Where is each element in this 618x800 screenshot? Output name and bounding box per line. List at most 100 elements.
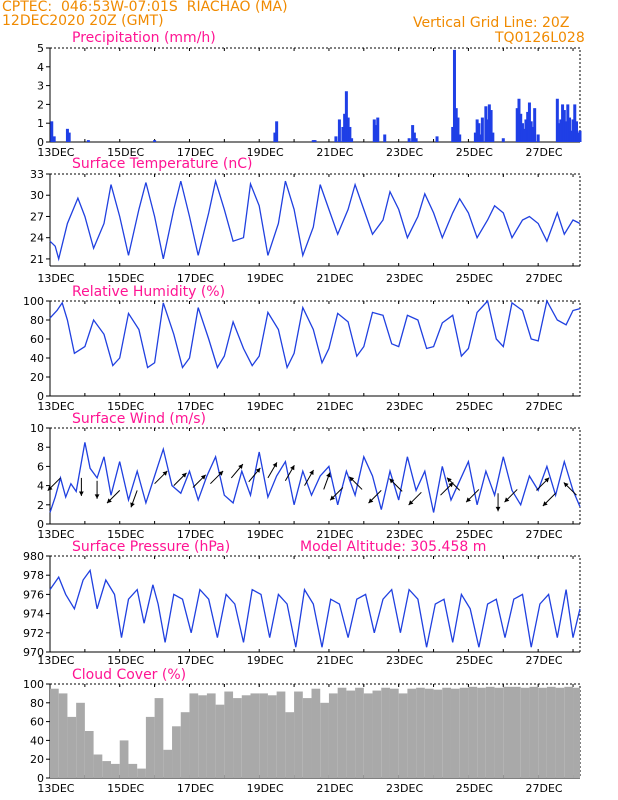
pressure-x-tick-label: 19DEC [247, 654, 284, 667]
precip-bar [524, 119, 528, 142]
wind-y-tick-label: 6 [37, 460, 44, 473]
rh-x-tick-label: 15DEC [107, 400, 144, 413]
precip-bar [313, 140, 317, 142]
precip-bar [343, 113, 347, 142]
wind-vector-head [408, 500, 414, 506]
wind-vector-head [47, 485, 53, 491]
wind-vector-head [326, 472, 331, 478]
precip-bar [348, 126, 352, 142]
cloud-bar [450, 688, 460, 778]
wind-x-tick-label: 15DEC [107, 528, 144, 541]
cloud-bar [311, 688, 321, 778]
precip-bar [491, 132, 495, 142]
precip-bar [454, 108, 458, 142]
precip-bar [484, 106, 488, 142]
wind-vector-head [290, 465, 295, 471]
wind-y-tick-label: 4 [37, 480, 44, 493]
pressure-y-tick-label: 972 [23, 627, 44, 640]
precip-bar [559, 119, 563, 142]
cloud-y-tick-label: 40 [30, 734, 44, 747]
precip-y-tick-label: 4 [37, 61, 44, 74]
rh-x-tick-label: 25DEC [456, 400, 493, 413]
cloud-y-tick-label: 60 [30, 716, 44, 729]
cloud-bar [180, 712, 190, 778]
temp-x-tick-label: 21DEC [316, 272, 353, 285]
cloud-bar [381, 687, 390, 778]
wind-y-tick-label: 8 [37, 441, 44, 454]
cloud-bar [363, 693, 373, 778]
pressure-frame [49, 555, 581, 653]
precip-bar [489, 110, 493, 142]
wind-series-line [49, 442, 581, 513]
precip-y-tick-label: 3 [37, 80, 44, 93]
precip-bar [344, 91, 348, 142]
header-model-code: TQ0126L028 [495, 30, 585, 46]
wind-x-tick-label: 13DEC [37, 528, 74, 541]
cloud-bar [250, 693, 260, 778]
precip-bar [527, 102, 531, 142]
pressure-x-tick-label: 15DEC [107, 654, 144, 667]
pressure-x-tick-label: 27DEC [526, 654, 563, 667]
cloud-bar [294, 691, 303, 778]
cloud-bar [555, 687, 565, 778]
wind-vector-head [238, 464, 243, 470]
cloud-bar [389, 688, 399, 778]
cloud-bar [154, 698, 164, 778]
temp-x-tick-label: 23DEC [386, 272, 423, 285]
wind-vector-head [542, 501, 548, 507]
cloud-x-tick-label: 21DEC [316, 782, 353, 795]
precip-bar [374, 125, 378, 142]
temp-y-tick-label: 24 [30, 232, 44, 245]
cloud-bar [224, 691, 234, 778]
rh-x-tick-label: 23DEC [386, 400, 423, 413]
cloud-bar [76, 702, 85, 778]
cloud-bar [259, 693, 268, 778]
cloud-bar [198, 695, 207, 778]
precip-bar [561, 104, 565, 142]
cloud-bar [398, 693, 408, 778]
precip-bar [456, 117, 460, 142]
cloud-bar [276, 691, 286, 778]
cloud-bar [137, 768, 146, 778]
cloud-bar [424, 688, 434, 778]
pressure-x-tick-label: 13DEC [37, 654, 74, 667]
precip-bar [486, 119, 490, 142]
header-run-time: 12DEC2020 20Z (GMT) [2, 13, 164, 29]
temp-y-tick-label: 21 [30, 253, 44, 266]
precip-bar [473, 132, 477, 142]
wind-vector-head [181, 472, 187, 478]
precip-bar [522, 128, 526, 142]
precip-bar [407, 138, 411, 142]
cloud-bar [529, 686, 539, 778]
precip-bar [458, 134, 462, 142]
cloud-panel: 0 20 40 60 80 100 Cloud Cover (%) 13DEC 15DEC 17D… [23, 667, 581, 795]
cloud-y-tick-label: 20 [30, 753, 44, 766]
precip-bar [531, 126, 535, 142]
wind-vector-head [200, 474, 206, 480]
precip-bar [311, 140, 315, 142]
precip-bar [414, 138, 418, 142]
wind-vector-head [349, 476, 355, 482]
cloud-bar [102, 761, 112, 778]
wind-vector-head [130, 502, 135, 508]
cloud-x-tick-label: 27DEC [526, 782, 563, 795]
temp-x-tick-label: 25DEC [456, 272, 493, 285]
precip-bar [273, 132, 277, 142]
precip-bar [501, 138, 505, 142]
rh-x-tick-label: 19DEC [247, 400, 284, 413]
temp-x-tick-label: 13DEC [37, 272, 74, 285]
temp-y-tick-label: 33 [30, 168, 44, 181]
cloud-bar [337, 687, 347, 778]
wind-vector-head [544, 477, 550, 483]
cloud-bar [485, 686, 495, 778]
wind-x-tick-label: 25DEC [456, 528, 493, 541]
rh-panel: 0 20 40 60 80 100 Relative Humidity (%) 13DEC 15… [23, 284, 581, 413]
precip-x-tick-label: 19DEC [247, 146, 284, 159]
cloud-bar [285, 712, 295, 778]
cloud-bar [50, 688, 59, 778]
temp-series-line [49, 178, 581, 262]
temp-x-tick-label: 27DEC [526, 272, 563, 285]
cloud-bar [328, 693, 338, 778]
cloud-bar [233, 698, 242, 778]
cloud-bar [58, 693, 68, 778]
